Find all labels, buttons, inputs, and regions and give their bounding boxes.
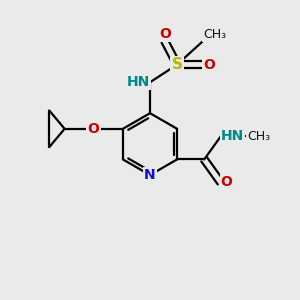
Text: HN: HN <box>127 75 150 89</box>
Text: CH₃: CH₃ <box>247 130 270 143</box>
Text: O: O <box>203 58 215 72</box>
Text: O: O <box>159 27 171 41</box>
Text: S: S <box>172 57 183 72</box>
Text: O: O <box>88 122 99 136</box>
Text: HN: HN <box>221 130 244 143</box>
Text: CH₃: CH₃ <box>203 28 226 41</box>
Text: O: O <box>221 176 232 189</box>
Text: N: N <box>144 168 156 182</box>
